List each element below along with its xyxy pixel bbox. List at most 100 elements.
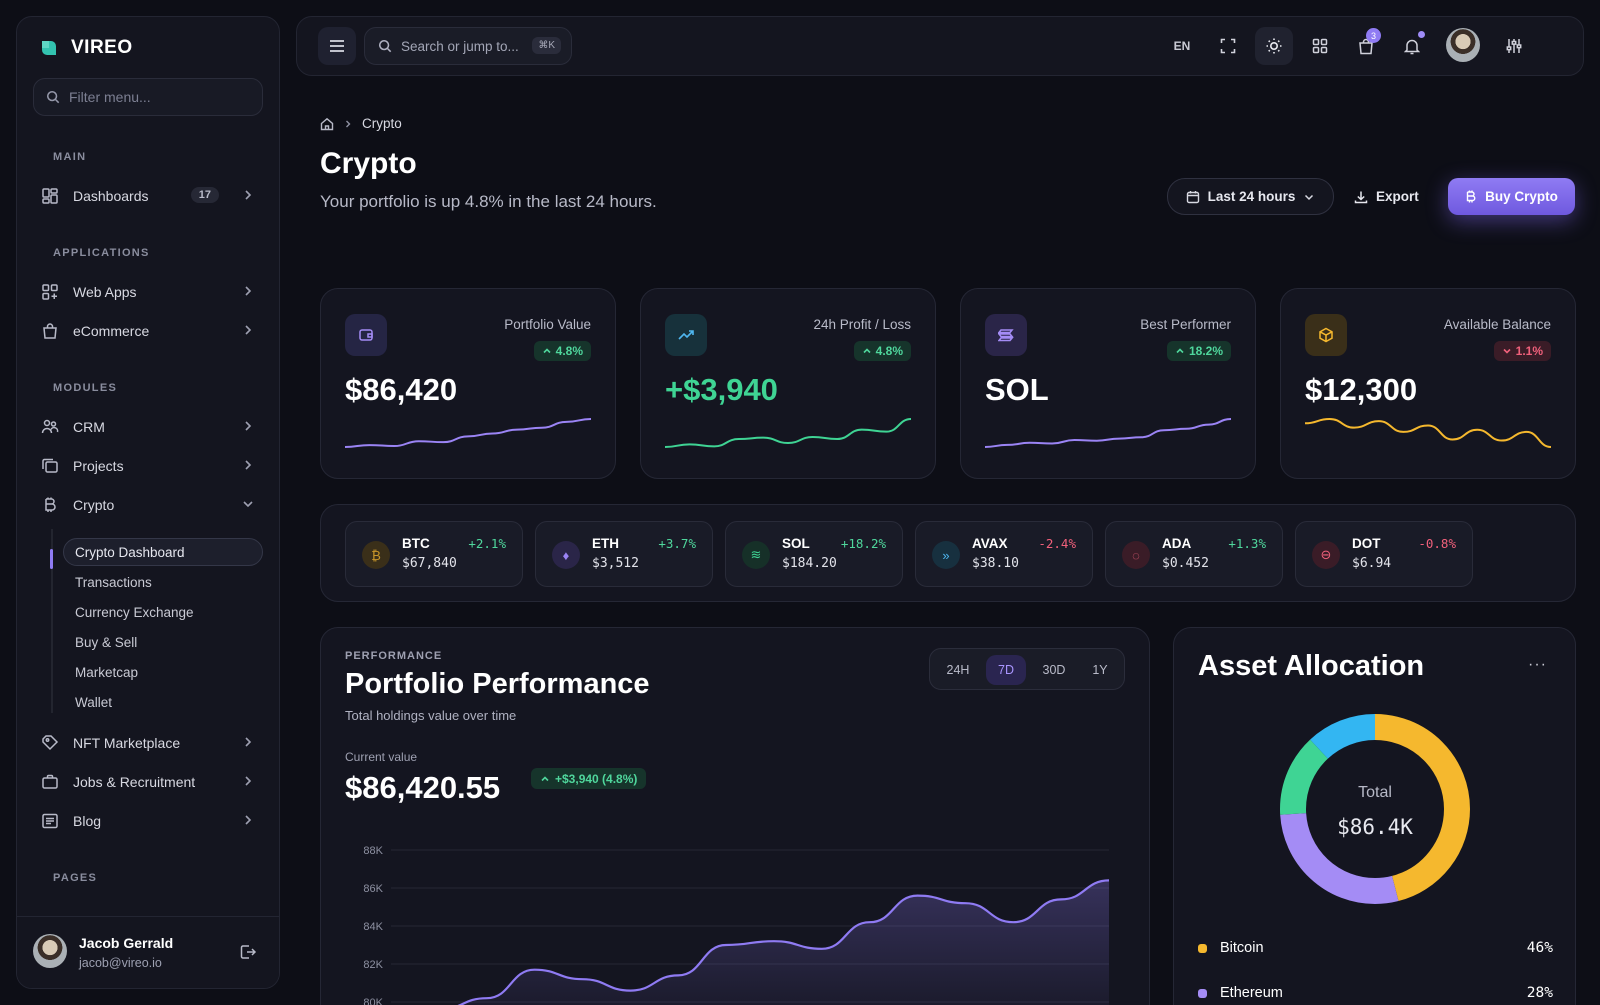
list-icon (42, 813, 58, 829)
portfolio-performance-card: PERFORMANCE Portfolio Performance Total … (320, 627, 1150, 1005)
legend-name: Ethereum (1220, 985, 1283, 1001)
logo-icon (42, 41, 56, 55)
page-title: Crypto (320, 147, 417, 180)
price-ticker: ₿ BTC $67,840 +2.1% ♦ ETH $3,512 +3.7% ≋… (320, 504, 1576, 602)
stat-card-portfolio-value: Portfolio Value 4.8% $86,420 (320, 288, 616, 479)
ticker-price: $184.20 (782, 556, 837, 571)
chevron-right-icon (245, 421, 252, 431)
donut-total-value: $86.4K (1337, 815, 1413, 839)
ticker-change: -2.4% (1038, 536, 1076, 551)
ticker-item-dot[interactable]: ⊖ DOT $6.94 -0.8% (1295, 521, 1473, 587)
brand[interactable]: VIREO (39, 37, 133, 59)
sidebar-item-label: CRM (73, 419, 105, 435)
asset-allocation-card: Asset Allocation ··· Total $86.4K Bitcoi… (1173, 627, 1576, 1005)
customizer-button[interactable] (1495, 27, 1533, 65)
sidebar-item-crypto[interactable]: Crypto (41, 488, 255, 522)
logout-icon[interactable] (239, 943, 257, 961)
tab-7d[interactable]: 7D (986, 655, 1026, 685)
sidebar-item-label: NFT Marketplace (73, 735, 181, 751)
tab-30d[interactable]: 30D (1042, 663, 1066, 677)
global-search-input[interactable]: Search or jump to... ⌘K (364, 27, 572, 65)
sidebar-item-jobs[interactable]: Jobs & Recruitment (41, 765, 255, 799)
arrow-down-icon (1503, 348, 1511, 354)
donut-slice[interactable] (1280, 714, 1470, 904)
legend-percent: 28% (1526, 985, 1553, 1001)
donut-slice[interactable] (1280, 714, 1470, 904)
sidebar-subitem-crypto-dashboard[interactable]: Crypto Dashboard (75, 545, 185, 560)
sidebar-subitem-currency-exchange[interactable]: Currency Exchange (75, 605, 194, 620)
performance-title: Portfolio Performance (345, 668, 650, 700)
sidebar-item-blog[interactable]: Blog (41, 804, 255, 838)
ticker-item-ada[interactable]: ◌ ADA $0.452 +1.3% (1105, 521, 1283, 587)
ticker-change: +1.3% (1228, 536, 1266, 551)
search-icon (378, 39, 392, 53)
ticker-symbol: DOT (1352, 536, 1381, 551)
notifications-button[interactable] (1393, 27, 1431, 65)
more-options-icon[interactable]: ··· (1528, 656, 1547, 673)
filter-menu-placeholder: Filter menu... (69, 89, 151, 105)
ticker-item-eth[interactable]: ♦ ETH $3,512 +3.7% (535, 521, 713, 587)
sidebar-item-dashboards[interactable]: Dashboards 17 (41, 179, 255, 213)
submenu-active-highlight (63, 538, 263, 566)
current-value-label: Current value (345, 750, 418, 764)
ticker-item-btc[interactable]: ₿ BTC $67,840 +2.1% (345, 521, 523, 587)
chevron-down-icon (243, 501, 253, 508)
legend-swatch (1198, 944, 1207, 953)
tab-24h[interactable]: 24H (946, 663, 970, 677)
sidebar-item-web-apps[interactable]: Web Apps (41, 275, 255, 309)
buy-crypto-button[interactable]: Buy Crypto (1448, 178, 1575, 215)
polkadot-icon: ⊖ (1312, 541, 1340, 569)
solana-icon: ≋ (742, 541, 770, 569)
section-pages: PAGES (53, 872, 98, 884)
chevron-right-icon (245, 286, 252, 296)
performance-subtitle: Total holdings value over time (345, 708, 517, 723)
stat-label: Best Performer (1140, 317, 1231, 332)
export-button[interactable]: Export (1354, 178, 1434, 215)
sparkline-available-balance (1305, 417, 1551, 448)
avax-icon: » (932, 541, 960, 569)
user-email: jacob@vireo.io (79, 956, 162, 970)
filter-menu-input[interactable]: Filter menu... (33, 78, 263, 116)
ticker-item-avax[interactable]: » AVAX $38.10 -2.4% (915, 521, 1093, 587)
sidebar-subitem-transactions[interactable]: Transactions (75, 575, 152, 590)
sidebar-item-nft-marketplace[interactable]: NFT Marketplace (41, 726, 255, 760)
stat-label: Available Balance (1443, 317, 1551, 332)
sidebar-subitem-wallet[interactable]: Wallet (75, 695, 113, 710)
chevron-right-icon (245, 190, 252, 200)
sidebar-subitem-buy-sell[interactable]: Buy & Sell (75, 635, 138, 650)
date-range-dropdown[interactable]: Last 24 hours (1167, 178, 1334, 215)
sparkline-path (1305, 417, 1551, 448)
fullscreen-button[interactable] (1209, 27, 1247, 65)
ticker-price: $0.452 (1162, 556, 1209, 571)
trending-up-icon (665, 314, 707, 356)
allocation-title: Asset Allocation (1198, 650, 1425, 682)
current-value: $86,420.55 (345, 770, 501, 805)
menu-toggle-button[interactable] (318, 27, 356, 65)
allocation-donut-chart (1280, 714, 1470, 904)
brand-name: VIREO (71, 37, 133, 58)
search-shortcut: ⌘K (532, 37, 561, 54)
sidebar-item-crm[interactable]: CRM (41, 410, 255, 444)
shopping-bag-icon (43, 323, 57, 339)
sidebar-item-ecommerce[interactable]: eCommerce (41, 314, 255, 348)
language-code: EN (1173, 39, 1191, 53)
home-icon[interactable] (320, 117, 334, 131)
sidebar-item-projects[interactable]: Projects (41, 449, 255, 483)
sparkline-path (665, 418, 911, 448)
ticker-change: -0.8% (1418, 536, 1456, 551)
ticker-item-sol[interactable]: ≋ SOL $184.20 +18.2% (725, 521, 903, 587)
search-placeholder: Search or jump to... (401, 38, 519, 54)
apps-grid-button[interactable] (1301, 27, 1339, 65)
tab-1y[interactable]: 1Y (1092, 663, 1108, 677)
arrow-up-icon (541, 775, 549, 781)
theme-toggle-button[interactable] (1255, 27, 1293, 65)
sidebar-subitem-marketcap[interactable]: Marketcap (75, 665, 139, 680)
solana-icon (985, 314, 1027, 356)
performance-kicker: PERFORMANCE (345, 650, 443, 662)
user-profile[interactable]: Jacob Gerrald jacob@vireo.io (17, 916, 279, 988)
submenu-active-indicator (50, 549, 53, 569)
donut-slice[interactable] (1280, 714, 1470, 904)
cart-button[interactable]: 3 (1347, 27, 1385, 65)
avatar[interactable] (1446, 28, 1480, 62)
language-button[interactable]: EN (1163, 27, 1201, 65)
